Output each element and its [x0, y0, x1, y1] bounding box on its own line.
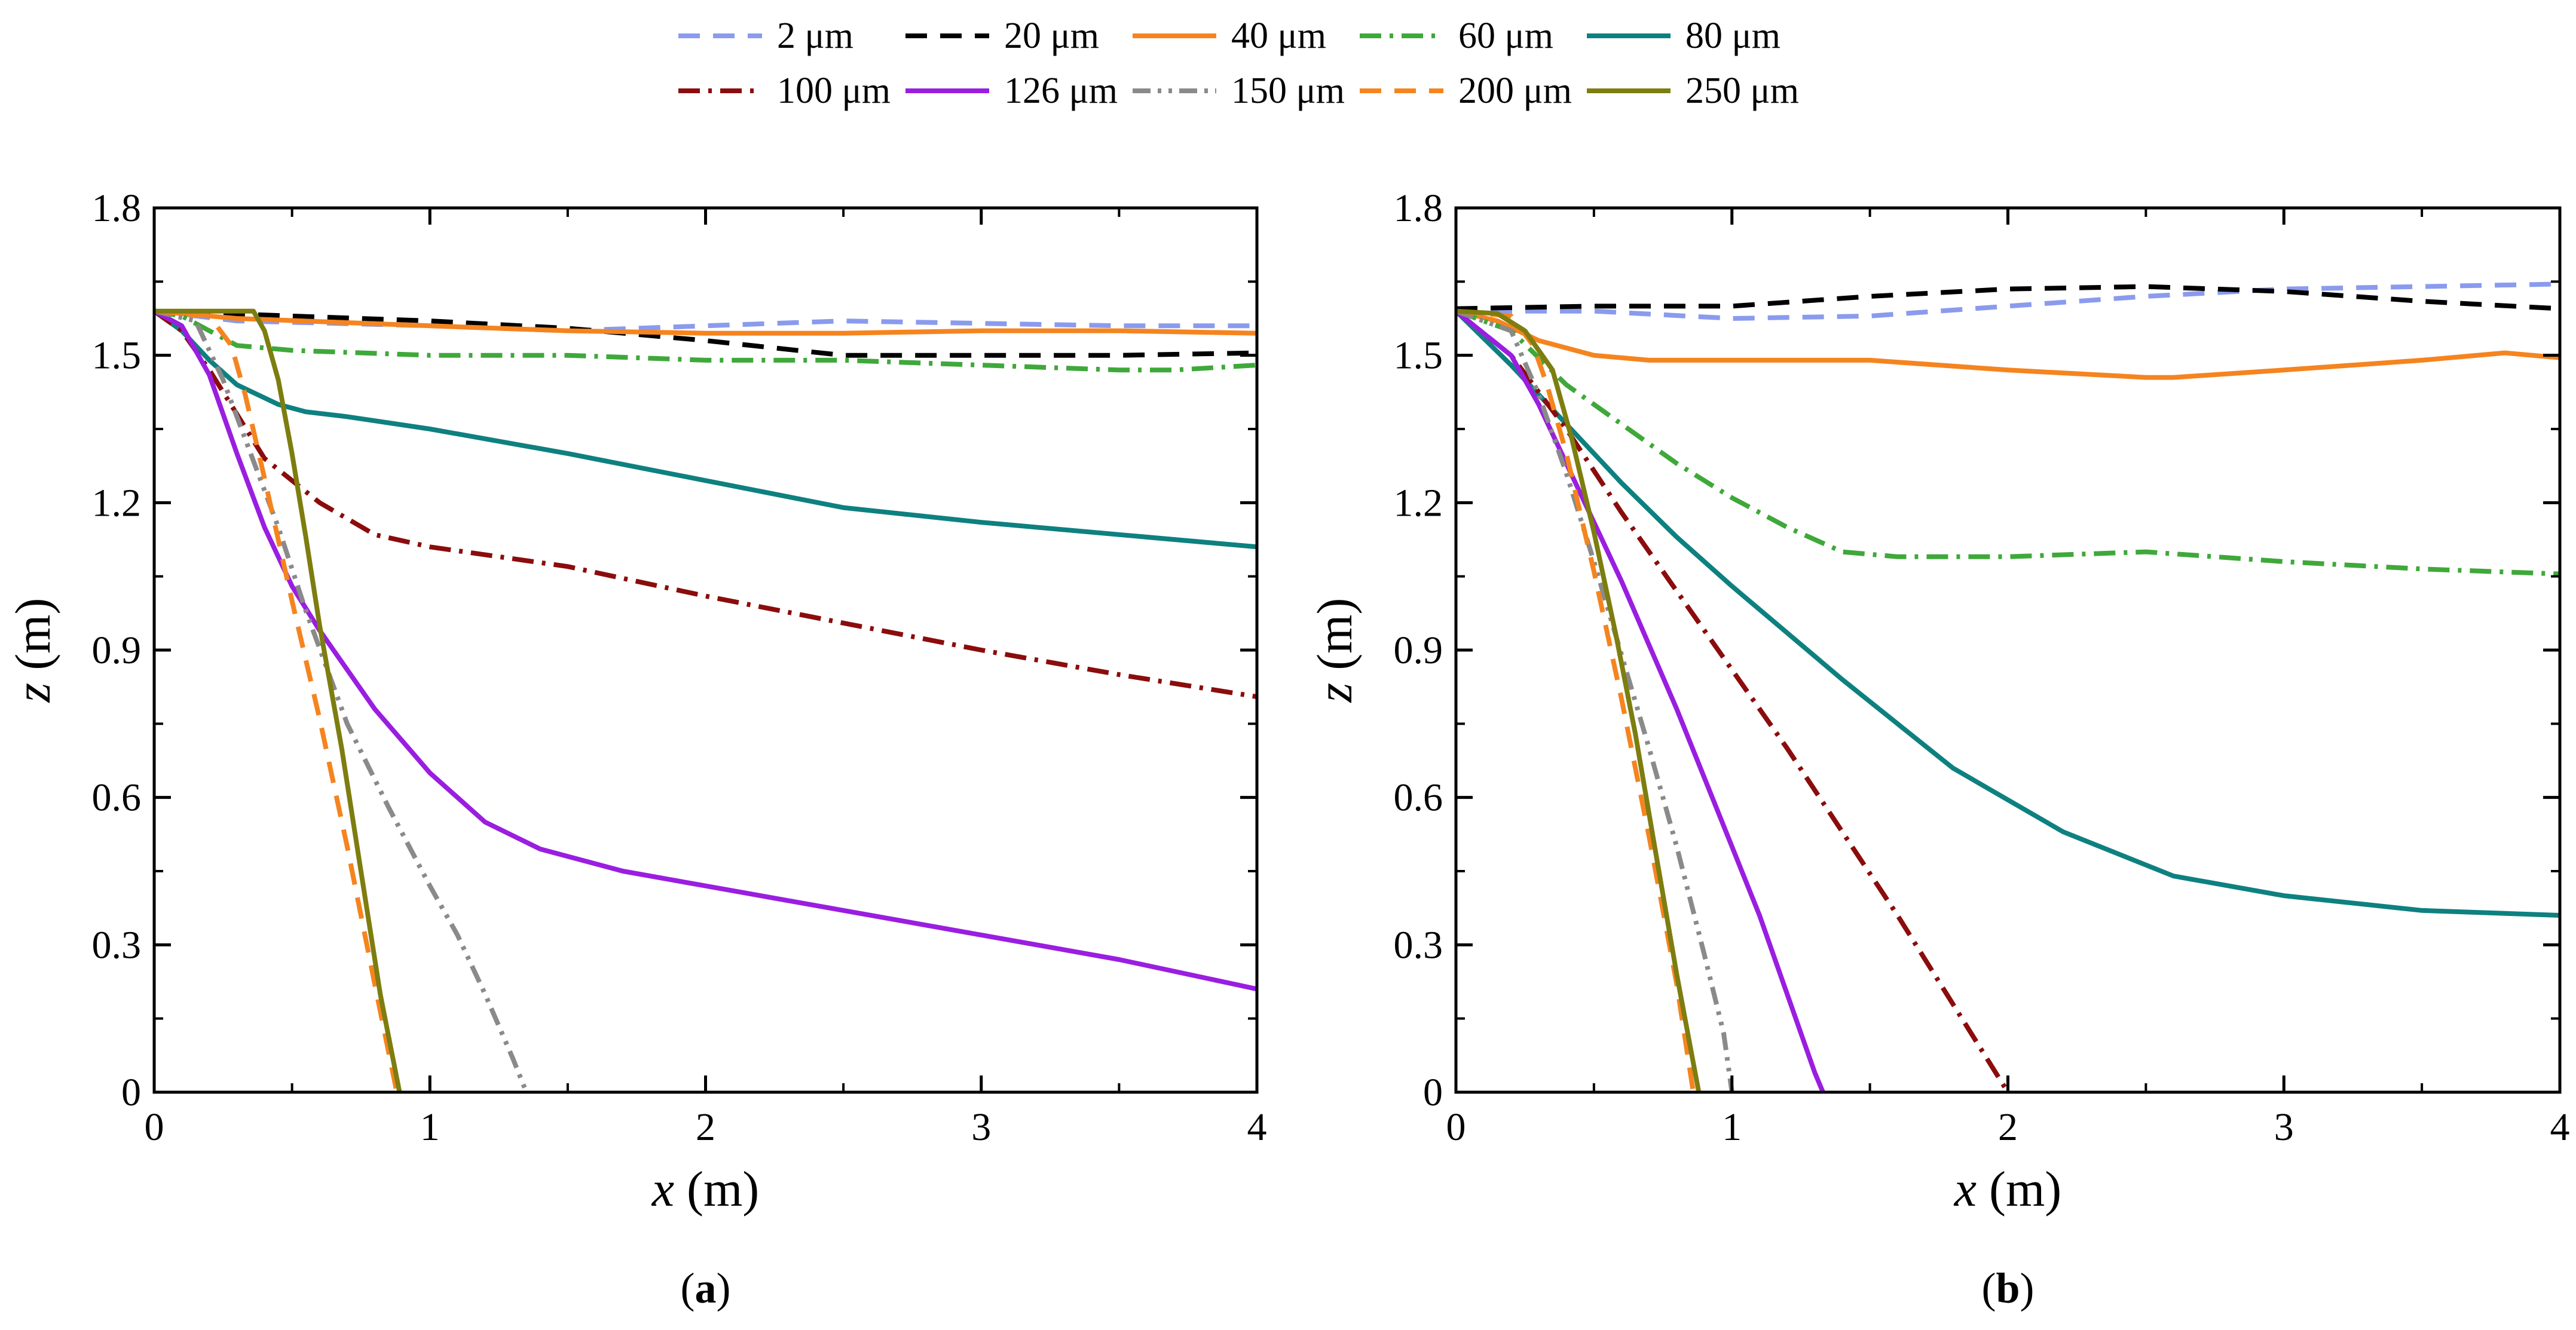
y-axis-variable: z — [5, 683, 61, 703]
y-axis-variable: z — [1307, 683, 1363, 703]
y-axis-unit: (m) — [5, 598, 61, 683]
legend-label-100-um: 100 μm — [777, 71, 891, 111]
legend-item-150-um: 150 μm — [1133, 71, 1345, 111]
legend-label-250-um: 250 μm — [1685, 71, 1799, 111]
y-tick-label: 1.8 — [1394, 186, 1443, 230]
series-line-2-um — [1456, 281, 2560, 321]
legend-item-40-um: 40 μm — [1133, 16, 1326, 56]
x-axis-label: x (m) — [1953, 1162, 2062, 1217]
x-tick-label: 2 — [1998, 1105, 2018, 1149]
series-line-100-um — [154, 309, 1257, 700]
legend-label-2-um: 2 μm — [777, 16, 853, 56]
series-line-200-um — [154, 308, 399, 1092]
panel-label-letter: a — [695, 1264, 717, 1312]
x-tick-label: 0 — [1446, 1105, 1466, 1149]
series-line-250-um — [1456, 308, 1702, 1092]
legend-label-126-um: 126 μm — [1004, 71, 1118, 111]
legend-item-80-um: 80 μm — [1587, 16, 1780, 56]
legend-item-126-um: 126 μm — [905, 71, 1118, 111]
series-group — [1456, 281, 2560, 1092]
panel-label-open-paren: ( — [681, 1264, 695, 1312]
panel-label-close-paren: ) — [2020, 1264, 2035, 1312]
x-tick-label: 3 — [971, 1105, 991, 1149]
x-axis-variable: x — [1953, 1162, 1977, 1217]
y-tick-label: 0.9 — [1394, 629, 1443, 672]
legend-item-2-um: 2 μm — [678, 16, 853, 56]
y-tick-label: 0.3 — [1394, 923, 1443, 967]
x-tick-label: 4 — [2550, 1105, 2570, 1149]
series-line-80-um — [154, 309, 1257, 550]
x-axis-unit: (m) — [674, 1162, 759, 1217]
series-line-60-um — [154, 308, 1257, 373]
chart-panel-a: 0 1 2 3 400.30.60.91.21.51.8x (m)z (m)(a) — [5, 186, 1267, 1312]
legend-item-200-um: 200 μm — [1360, 71, 1572, 111]
series-line-60-um — [1456, 308, 2560, 577]
legend-label-60-um: 60 μm — [1458, 16, 1553, 56]
legend-item-250-um: 250 μm — [1587, 71, 1799, 111]
y-tick-label: 1.5 — [1394, 334, 1443, 378]
legend-label-20-um: 20 μm — [1004, 16, 1099, 56]
legend-label-150-um: 150 μm — [1231, 71, 1345, 111]
series-line-40-um — [154, 308, 1257, 336]
series-line-126-um — [154, 309, 1257, 992]
x-tick-label: 1 — [1722, 1105, 1742, 1149]
series-line-20-um — [1456, 284, 2560, 311]
panel-label-letter: b — [1996, 1264, 2020, 1312]
legend-item-20-um: 20 μm — [905, 16, 1099, 56]
series-line-250-um — [154, 308, 402, 1092]
series-line-150-um — [154, 308, 529, 1092]
legend-label-80-um: 80 μm — [1685, 16, 1780, 56]
y-tick-label: 1.8 — [92, 186, 142, 230]
x-axis-variable: x — [651, 1162, 674, 1217]
x-tick-label: 1 — [420, 1105, 440, 1149]
y-tick-label: 1.2 — [92, 481, 142, 525]
panel-label-close-paren: ) — [717, 1264, 731, 1312]
chart-panel-b: 0 1 2 3 400.30.60.91.21.51.8x (m)z (m)(b) — [1307, 186, 2570, 1312]
panel-label-open-paren: ( — [1981, 1264, 1996, 1312]
y-axis-unit: (m) — [1307, 598, 1363, 683]
y-tick-label: 0.6 — [92, 776, 142, 820]
y-tick-label: 1.5 — [92, 334, 142, 378]
panel-label: (a) — [681, 1264, 731, 1312]
series-line-100-um — [1456, 309, 2010, 1092]
y-axis-label: z (m) — [5, 598, 61, 703]
y-tick-label: 0 — [121, 1071, 141, 1114]
y-tick-label: 0 — [1423, 1071, 1443, 1114]
x-axis-label: x (m) — [651, 1162, 760, 1217]
y-axis-label: z (m) — [1307, 598, 1363, 703]
y-tick-label: 0.3 — [92, 923, 142, 967]
x-axis-unit: (m) — [1977, 1162, 2061, 1217]
x-tick-label: 0 — [145, 1105, 164, 1149]
x-tick-label: 3 — [2274, 1105, 2294, 1149]
x-tick-label: 2 — [696, 1105, 715, 1149]
series-line-20-um — [154, 308, 1257, 358]
series-group — [154, 308, 1257, 1092]
y-tick-label: 0.6 — [1394, 776, 1443, 820]
legend-item-60-um: 60 μm — [1360, 16, 1553, 56]
y-tick-label: 0.9 — [92, 629, 142, 672]
legend-item-100-um: 100 μm — [678, 71, 891, 111]
series-line-40-um — [1456, 308, 2560, 380]
legend-label-200-um: 200 μm — [1458, 71, 1572, 111]
panel-label: (b) — [1981, 1264, 2034, 1312]
legend: 2 μm 20 μm 40 μm 60 μm 80 μm 100 μm 126 μm 150 … — [678, 16, 1799, 111]
y-tick-label: 1.2 — [1394, 481, 1443, 525]
legend-label-40-um: 40 μm — [1231, 16, 1326, 56]
x-tick-label: 4 — [1247, 1105, 1267, 1149]
